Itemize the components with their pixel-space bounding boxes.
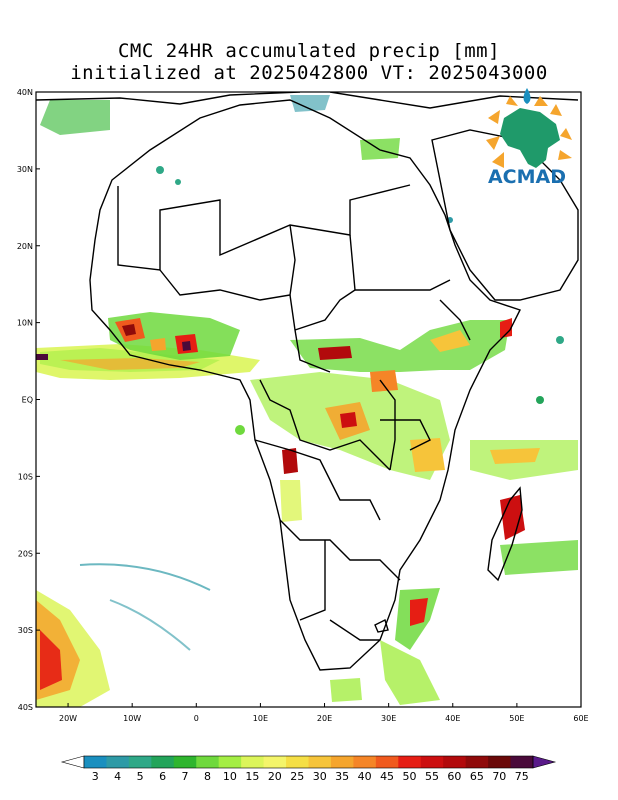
lon-tick-label: 10E (253, 714, 268, 723)
lat-tick-label: EQ (22, 396, 33, 405)
colorbar-swatch (398, 756, 422, 768)
colorbar-label: 30 (313, 770, 327, 783)
colorbar-label: 50 (403, 770, 417, 783)
colorbar-label: 6 (159, 770, 166, 783)
lon-tick-label: 10W (123, 714, 141, 723)
colorbar-swatch (106, 756, 130, 768)
colorbar-swatch (353, 756, 377, 768)
latitude-axis: 40N 30N 20N 10N EQ 10S 20S 30S 40S (17, 88, 40, 712)
lon-tick-label: 40E (445, 714, 460, 723)
colorbar-label: 3 (92, 770, 99, 783)
lat-tick-label: 30S (18, 626, 33, 635)
map-title-line2: initialized at 2025042800 VT: 2025043000 (70, 62, 548, 84)
lon-tick-label: 0 (194, 714, 199, 723)
lon-tick-label: 20W (59, 714, 77, 723)
colorbar: 3 4 5 6 7 8 10 15 20 25 30 35 40 45 50 55 60 65 70 75 (60, 755, 557, 783)
lon-tick-label: 30E (381, 714, 396, 723)
colorbar-label: 70 (492, 770, 506, 783)
colorbar-label: 35 (335, 770, 349, 783)
colorbar-high-arrow (532, 755, 557, 769)
lat-tick-label: 10N (17, 319, 33, 328)
colorbar-label: 25 (290, 770, 304, 783)
precip-fields (36, 95, 578, 707)
logo-sun-rays-icon (486, 96, 572, 168)
colorbar-swatch (128, 756, 152, 768)
lon-tick-label: 60E (573, 714, 588, 723)
colorbar-label: 15 (245, 770, 259, 783)
lat-tick-label: 10S (18, 472, 33, 481)
colorbar-swatch (465, 756, 489, 768)
colorbar-label: 20 (268, 770, 282, 783)
colorbar-label: 65 (470, 770, 484, 783)
colorbar-label: 4 (114, 770, 121, 783)
colorbar-swatch (488, 756, 512, 768)
colorbar-swatch (375, 756, 399, 768)
colorbar-swatch (241, 756, 265, 768)
colorbar-swatch (510, 756, 534, 768)
colorbar-swatch (263, 756, 287, 768)
map-title-line1: CMC 24HR accumulated precip [mm] (117, 40, 501, 62)
colorbar-swatch (286, 756, 309, 768)
colorbar-swatch (173, 756, 197, 768)
colorbar-label: 75 (515, 770, 529, 783)
colorbar-swatch (196, 756, 220, 768)
colorbar-swatch (443, 756, 467, 768)
logo-drop-icon (523, 88, 531, 104)
colorbar-swatch (218, 756, 242, 768)
colorbar-swatch (330, 756, 354, 768)
lon-tick-label: 50E (509, 714, 524, 723)
colorbar-label: 10 (223, 770, 237, 783)
colorbar-label: 7 (182, 770, 189, 783)
acmad-logo: ACMAD (486, 88, 572, 188)
logo-text: ACMAD (488, 166, 566, 188)
colorbar-label: 60 (447, 770, 461, 783)
colorbar-label: 40 (358, 770, 372, 783)
lat-tick-label: 40S (18, 703, 33, 712)
colorbar-low-arrow (60, 755, 85, 769)
colorbar-label: 55 (425, 770, 439, 783)
colorbar-swatch (308, 756, 332, 768)
logo-africa-icon (500, 108, 560, 168)
lon-tick-label: 20E (317, 714, 332, 723)
lat-tick-label: 30N (17, 165, 33, 174)
lat-tick-label: 20N (17, 242, 33, 251)
colorbar-swatch (151, 756, 175, 768)
lat-tick-label: 40N (17, 88, 33, 97)
lat-tick-label: 20S (18, 549, 33, 558)
colorbar-swatch (420, 756, 444, 768)
colorbar-label: 5 (137, 770, 144, 783)
longitude-axis: 20W 10W 0 10E 20E 30E 40E 50E 60E (59, 703, 589, 723)
colorbar-swatch (84, 756, 107, 768)
colorbar-label: 45 (380, 770, 394, 783)
colorbar-label: 8 (204, 770, 211, 783)
